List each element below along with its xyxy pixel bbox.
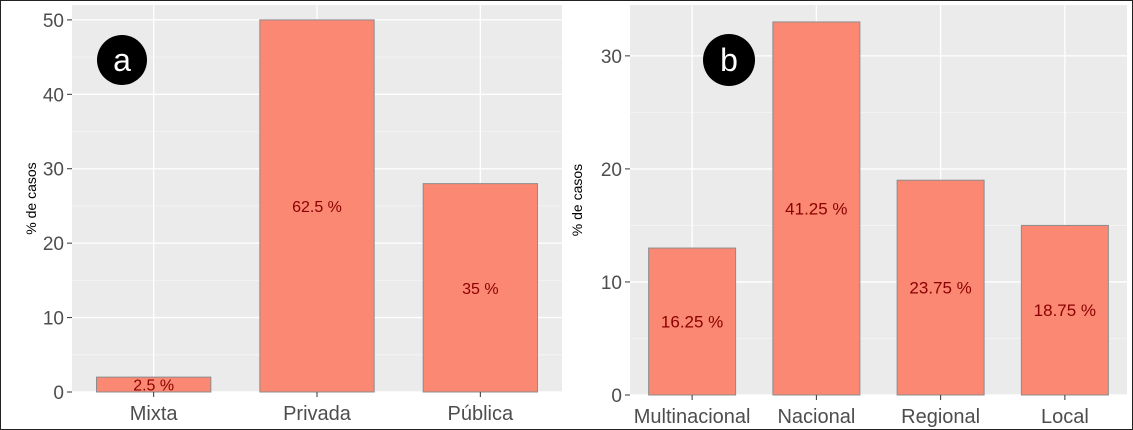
data-label: 23.75 % [909, 279, 971, 298]
y-tick-label: 10 [43, 309, 64, 330]
bar-multinacional [648, 247, 737, 396]
bar-pública [422, 183, 538, 393]
y-tick-label: 50 [43, 11, 64, 32]
data-label: 62.5 % [292, 199, 342, 216]
x-tick-label: Nacional [777, 406, 855, 428]
data-label: 2.5 % [133, 378, 174, 395]
x-tick-label: Privada [283, 403, 352, 425]
data-label: 16.25 % [661, 313, 723, 332]
chart-panel-b: 16.25 % 41.25 % 23.75 % 18.75 % 0 10 20 30 Multi… [569, 5, 1127, 428]
bar-local [1020, 224, 1109, 396]
data-label: 18.75 % [1034, 301, 1096, 320]
x-tick-label: Multinacional [634, 406, 751, 428]
x-tick-label: Local [1041, 406, 1089, 428]
y-tick-label: 40 [43, 85, 64, 106]
x-tick-label: Mixta [130, 403, 179, 425]
bar-privada [259, 19, 375, 393]
bar-regional [896, 179, 985, 396]
x-tick-label: Pública [448, 403, 514, 425]
y-tick-label: 20 [601, 160, 622, 181]
x-tick-label: Regional [901, 406, 980, 428]
chart-panel-a: 2.5 % 62.5 % 35 % 0 10 20 30 40 50 Mixta Privada Pú… [23, 5, 562, 425]
y-tick-label: 30 [601, 47, 622, 68]
y-tick-label: 30 [43, 160, 64, 181]
bar-nacional [772, 21, 861, 396]
panel-badge [703, 34, 755, 86]
data-label: 41.25 % [785, 199, 847, 218]
panel-badge-label: a [113, 42, 131, 78]
panel-badge [97, 35, 147, 85]
y-tick-label: 0 [53, 383, 64, 404]
panel-badge-label: b [720, 42, 738, 78]
y-axis-title: % de casos [569, 164, 585, 236]
y-tick-label: 0 [611, 386, 622, 407]
y-tick-label: 20 [43, 234, 64, 255]
y-tick-label: 10 [601, 273, 622, 294]
data-label: 35 % [462, 281, 498, 298]
y-axis-title: % de casos [23, 162, 39, 234]
